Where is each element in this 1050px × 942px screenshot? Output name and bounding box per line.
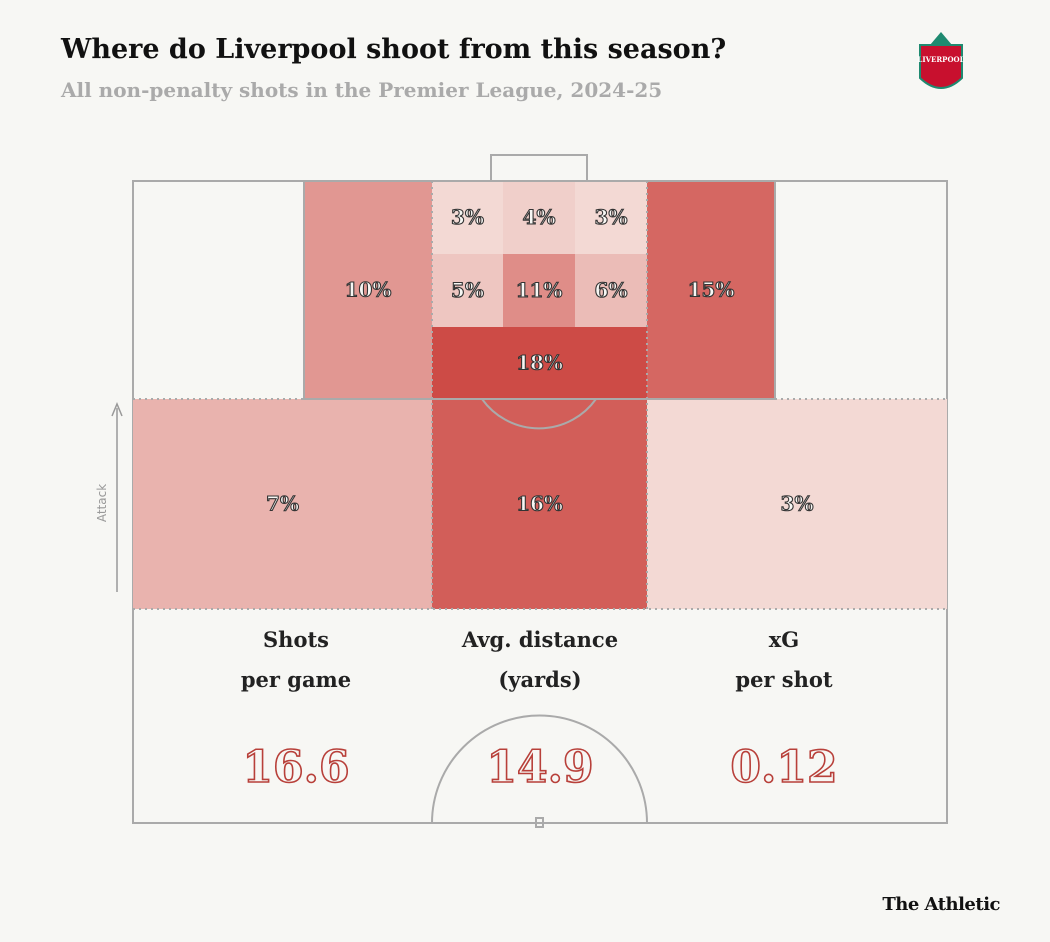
logo-text: LIVERPOOL [917,55,964,64]
zone-label: 6% [595,278,628,302]
zone [432,399,647,609]
zone [432,327,647,399]
zone-label: 18% [516,351,563,375]
zone [432,181,503,254]
zone-label: 3% [781,492,814,516]
zone [575,254,647,327]
zone [304,181,432,399]
zone [647,399,947,609]
pitch-lines [133,180,947,610]
stat-label: Shots [263,627,329,652]
stat-value: 0.12 [730,742,837,793]
brand: The Athletic [882,894,1000,915]
zone [503,254,575,327]
zone [647,181,775,399]
zone-label: 10% [345,278,392,302]
attack-label: Attack [95,484,109,522]
zone [133,399,432,609]
stat-label: per game [241,667,351,692]
zone [575,181,647,254]
zone-label: 11% [516,278,563,302]
stat-label: per shot [735,667,833,692]
stat-label: (yards) [498,667,581,692]
zone [432,254,503,327]
zone-label: 5% [451,278,484,302]
zone-label: 15% [688,278,735,302]
stat-label: Avg. distance [461,627,618,652]
zone-label: 4% [523,205,556,229]
logo: LIVERPOOL [917,32,965,89]
stat-value: 14.9 [486,742,593,793]
zone-label: 16% [516,492,563,516]
zone-label: 7% [266,492,299,516]
zone [503,181,575,254]
zone-label: 3% [451,205,484,229]
attack-arrow: Attack [95,402,123,592]
stat-value: 16.6 [242,742,349,793]
zone-label: 3% [595,205,628,229]
subtitle: All non-penalty shots in the Premier Lea… [60,78,662,102]
stat-label: xG [769,627,799,652]
title: Where do Liverpool shoot from this seaso… [60,34,726,65]
